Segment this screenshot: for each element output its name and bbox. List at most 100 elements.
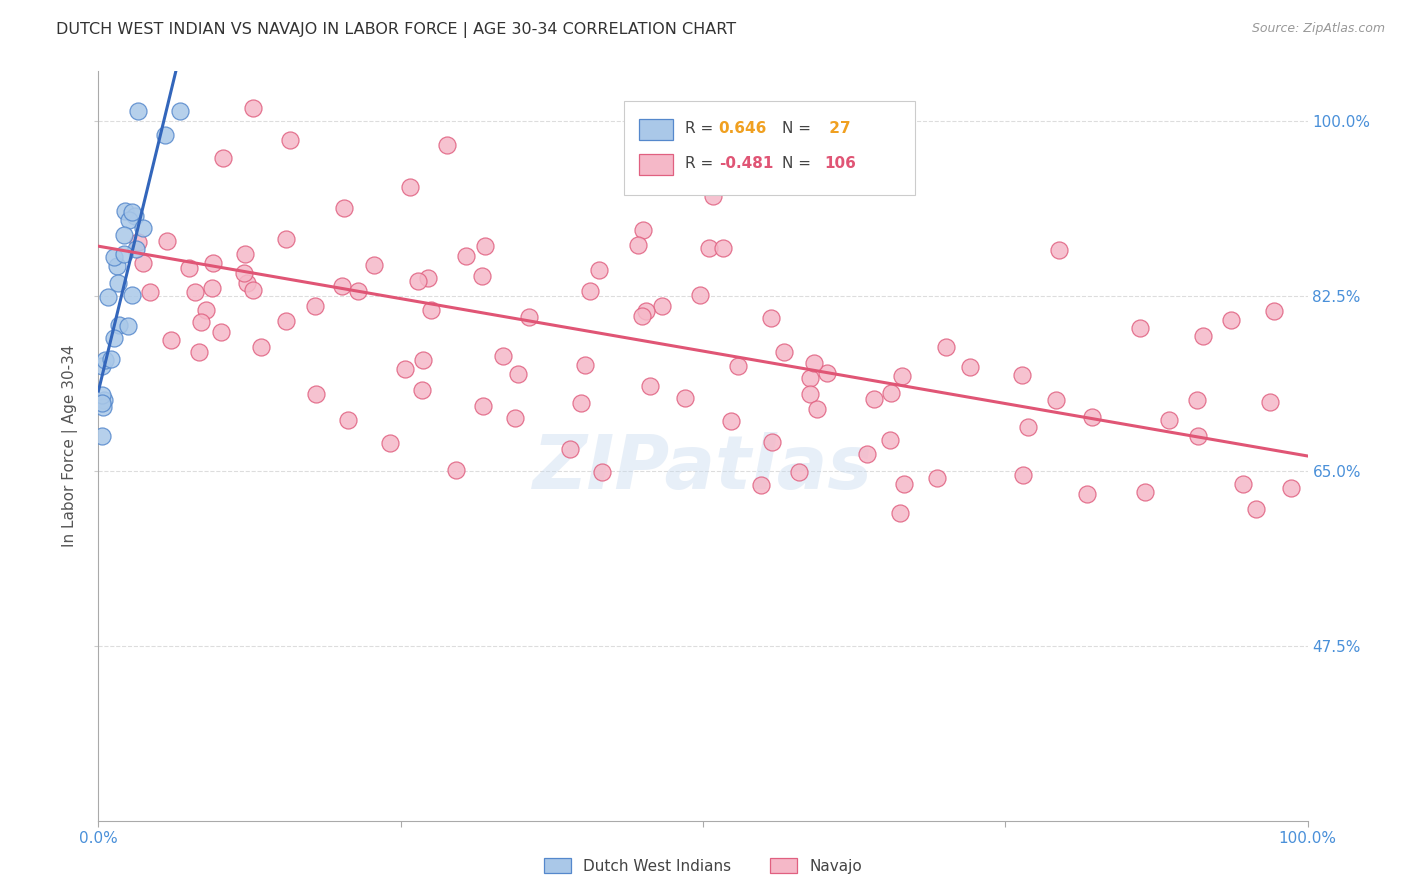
Text: R =: R = — [685, 156, 718, 171]
Point — [97, 290, 120, 304]
Point — [759, 310, 782, 325]
Point — [93, 401, 115, 415]
Point — [305, 386, 328, 401]
Point — [233, 266, 256, 280]
Point — [1012, 467, 1035, 482]
Point — [689, 288, 711, 302]
Point — [394, 362, 416, 376]
Point — [132, 221, 155, 235]
Point — [121, 288, 143, 302]
Point — [787, 465, 810, 479]
Point — [94, 353, 117, 368]
Point — [856, 447, 879, 461]
Point — [91, 396, 114, 410]
Point — [211, 151, 233, 165]
Point — [879, 433, 901, 447]
Point — [1220, 313, 1243, 327]
Point — [117, 318, 139, 333]
Point — [702, 189, 724, 203]
Text: -0.481: -0.481 — [718, 156, 773, 171]
Y-axis label: In Labor Force | Age 30-34: In Labor Force | Age 30-34 — [62, 344, 79, 548]
Point — [187, 345, 209, 359]
Point — [1258, 395, 1281, 409]
Point — [336, 413, 359, 427]
Point — [1133, 485, 1156, 500]
Point — [474, 239, 496, 253]
Point — [651, 299, 673, 313]
Point — [893, 477, 915, 491]
Point — [121, 205, 143, 219]
Point — [378, 435, 401, 450]
Point — [1279, 481, 1302, 495]
Point — [891, 368, 914, 383]
Point — [799, 371, 821, 385]
Point — [1246, 502, 1268, 516]
Point — [347, 285, 370, 299]
Point — [124, 209, 146, 223]
Point — [1081, 410, 1104, 425]
Point — [103, 250, 125, 264]
Point — [276, 232, 298, 246]
Point — [236, 277, 259, 291]
Text: Source: ZipAtlas.com: Source: ZipAtlas.com — [1251, 22, 1385, 36]
Point — [169, 104, 191, 119]
Point — [815, 366, 838, 380]
Point — [569, 395, 592, 409]
Point — [100, 351, 122, 366]
Point — [242, 283, 264, 297]
Point — [935, 340, 957, 354]
Point — [959, 359, 981, 374]
Point — [1263, 304, 1285, 318]
Point — [108, 318, 131, 332]
Point — [416, 271, 439, 285]
Point — [184, 285, 207, 299]
Bar — [638, 119, 673, 139]
Point — [233, 246, 256, 260]
Point — [91, 429, 114, 443]
Point — [112, 246, 135, 260]
Point — [132, 255, 155, 269]
Point — [636, 304, 658, 318]
Point — [591, 465, 613, 479]
Point — [862, 392, 884, 406]
Point — [91, 359, 114, 373]
Point — [195, 303, 218, 318]
Point — [1011, 368, 1033, 383]
Point — [125, 242, 148, 256]
Point — [1232, 477, 1254, 491]
Point — [160, 333, 183, 347]
Point — [880, 385, 903, 400]
Point — [406, 275, 429, 289]
Point — [673, 391, 696, 405]
Point — [139, 285, 162, 299]
Point — [209, 325, 232, 339]
Point — [697, 241, 720, 255]
Text: N =: N = — [782, 156, 815, 171]
Point — [330, 279, 353, 293]
Point — [436, 137, 458, 152]
Point — [156, 234, 179, 248]
Text: ZIPatlas: ZIPatlas — [533, 432, 873, 505]
Point — [107, 277, 129, 291]
Point — [1157, 412, 1180, 426]
Point — [444, 463, 467, 477]
Point — [127, 104, 149, 119]
Point — [114, 204, 136, 219]
Point — [276, 314, 298, 328]
Point — [588, 263, 610, 277]
Point — [1187, 429, 1209, 443]
Point — [179, 260, 201, 275]
Point — [492, 349, 515, 363]
Point — [304, 299, 326, 313]
Point — [399, 179, 422, 194]
Point — [1185, 392, 1208, 407]
Point — [1045, 393, 1067, 408]
Point — [118, 212, 141, 227]
Point — [560, 442, 582, 457]
Point — [631, 309, 654, 323]
Point — [720, 414, 742, 428]
Point — [471, 268, 494, 283]
Point — [105, 259, 128, 273]
Point — [412, 352, 434, 367]
Point — [1017, 420, 1039, 434]
